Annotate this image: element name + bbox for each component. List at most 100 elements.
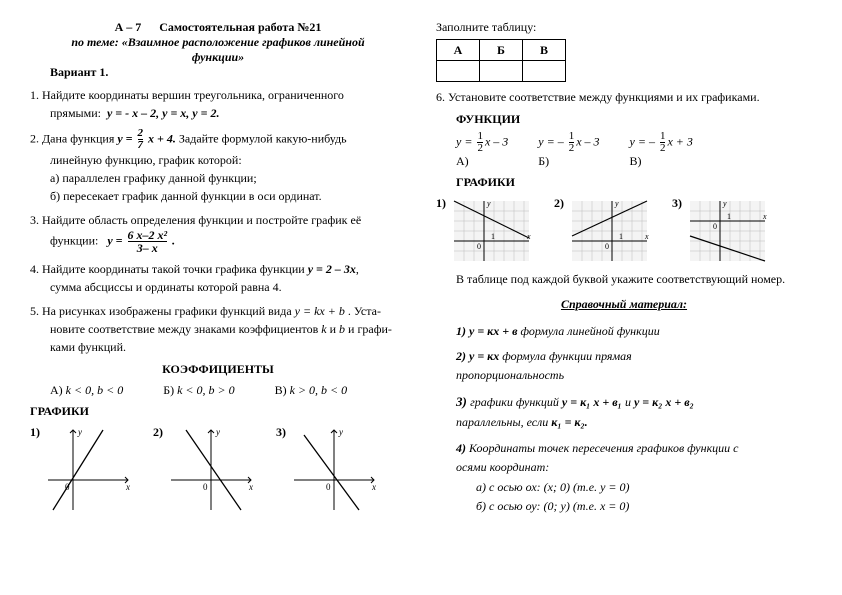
grid-chart: x y 0 1 [567,196,652,266]
ref-3: 3) графики функций y = к₁ x + в₁ и y = к… [456,392,812,434]
chart-3: 3) x y 0 [276,425,379,515]
ref-num: 4) [456,441,466,455]
cell: Б [480,40,523,61]
chart-label: 3) [276,425,286,440]
formula: y = - x – 2, y = x, y = 2. [107,106,220,120]
task-num: 5. [30,304,39,318]
text: а) с осью ох: (x; 0) (т.е. y = 0) [476,478,812,497]
var: k [321,322,326,336]
denominator: 7 [138,139,144,151]
svg-text:0: 0 [477,242,481,251]
header-title: Самостоятельная работа №21 [159,20,321,34]
formula: y = kx + b [295,304,345,318]
graphs-title-2: ГРАФИКИ [456,175,812,190]
text: формула линейной функции [520,324,659,338]
svg-text:x: x [644,232,649,241]
charts-row-right: 1) x y 0 1 2) [436,196,812,266]
formula: y = [117,131,135,145]
text: а) параллелен графику данной функции; [50,169,406,187]
text: Дана функция [42,131,117,145]
task-text2: прямыми: [50,106,101,120]
task-num: 6. [436,90,445,104]
chart-1: 1) x y 0 [30,425,133,515]
func-c: y = – 12x + 3 В) [630,131,693,169]
text: . [172,233,175,247]
right-column: Заполните таблицу: А Б В 6. Установите с… [436,20,812,575]
func-title: ФУНКЦИИ [456,112,812,127]
fill-table: А Б В [436,39,566,82]
formula: x + 4. [148,131,176,145]
text: б) с осью оу: (0; y) (т.е. x = 0) [476,497,812,516]
opt-val: k < 0, b > 0 [177,383,235,397]
svg-text:1: 1 [619,232,623,241]
text: x – 3 [576,134,599,148]
coef-title: КОЭФФИЦИЕНТЫ [30,362,406,377]
svg-text:x: x [762,212,767,221]
text: Найдите область определения функции и по… [42,213,361,227]
cell: А [437,40,480,61]
chart-r2: 2) x y 0 1 [554,196,652,266]
task-3: 3. Найдите область определения функции и… [30,211,406,254]
numerator: 2 [138,128,144,139]
task-num: 4. [30,262,39,276]
variant: Вариант 1. [50,65,406,80]
svg-text:y: y [614,199,619,208]
cell-empty[interactable] [480,61,523,82]
chart-svg: x y 0 [289,425,379,515]
formula: y = к₁ x + в₁ [562,395,622,409]
svg-text:y: y [486,199,491,208]
var: b [339,322,345,336]
text: Задайте формулой какую-нибудь [179,131,347,145]
func-options: y = 12x – 3 А) y = – 12x – 3 Б) y = – 12… [456,131,812,169]
func-b: y = – 12x – 3 Б) [538,131,599,169]
text: и графи- [348,322,392,336]
formula: y = [107,233,125,247]
svg-text:1: 1 [727,212,731,221]
opt-label: В) [275,383,287,397]
denominator: 3– x [128,241,168,254]
cell: В [523,40,566,61]
grid-chart: x y 0 1 [449,196,534,266]
opt-label: Б) [538,154,599,169]
cell-empty[interactable] [523,61,566,82]
fraction: 2 7 [138,128,144,151]
task-num: 2. [30,131,39,145]
text: б) пересекает график данной функции в ос… [50,187,406,205]
text: Установите соответствие между функциями … [448,90,760,104]
header-code: А – 7 [115,20,142,34]
opt-label: А) [456,154,508,169]
svg-text:y: y [77,427,82,437]
opt-label: В) [630,154,693,169]
cell-empty[interactable] [437,61,480,82]
chart-svg: x y 0 [43,425,133,515]
text: y = – [538,134,566,148]
left-column: А – 7 Самостоятельная работа №21 по теме… [30,20,406,575]
svg-text:x: x [248,482,253,492]
task-num: 3. [30,213,39,227]
chart-2: 2) x y 0 [153,425,256,515]
text: пропорциональность [456,366,812,385]
task-1: 1. Найдите координаты вершин треугольник… [30,86,406,122]
grid-chart: x y 0 1 [685,196,770,266]
chart-label: 2) [554,196,564,211]
text: графики функций [470,395,562,409]
svg-text:y: y [338,427,343,437]
formula: к₁ = к₂. [551,415,587,429]
ref-num: 3) [456,394,467,409]
text: линейную функцию, график которой: [50,151,406,169]
task-text: Найдите координаты вершин треугольника, … [42,88,344,102]
chart-r3: 3) x y 0 1 [672,196,770,266]
svg-text:y: y [215,427,220,437]
text: осями координат: [456,458,812,477]
opt-label: А) [50,383,63,397]
svg-text:y: y [722,199,727,208]
text: новите соответствие между знаками коэффи… [50,322,321,336]
chart-svg: x y 0 [166,425,256,515]
task-2: 2. Дана функция y = 2 7 x + 4. Задайте ф… [30,128,406,205]
opt-label: Б) [163,383,174,397]
charts-row-left: 1) x y 0 2) x y 0 3) [30,425,406,515]
text: Координаты точек пересечения графиков фу… [469,441,739,455]
svg-text:1: 1 [491,232,495,241]
task-num: 1. [30,88,39,102]
graphs-title: ГРАФИКИ [30,404,406,419]
